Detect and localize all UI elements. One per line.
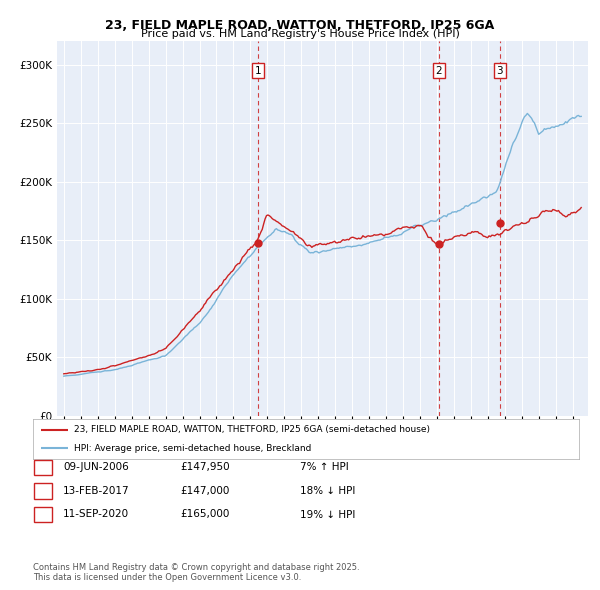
Text: 2: 2 [40, 486, 47, 496]
Text: 1: 1 [40, 463, 47, 472]
Text: £147,000: £147,000 [180, 486, 229, 496]
Text: 2: 2 [436, 65, 442, 76]
Text: HPI: Average price, semi-detached house, Breckland: HPI: Average price, semi-detached house,… [74, 444, 311, 453]
Text: 3: 3 [40, 510, 47, 519]
Text: 09-JUN-2006: 09-JUN-2006 [63, 463, 129, 472]
Text: 18% ↓ HPI: 18% ↓ HPI [300, 486, 355, 496]
Text: £147,950: £147,950 [180, 463, 230, 472]
Text: 1: 1 [254, 65, 261, 76]
Text: 7% ↑ HPI: 7% ↑ HPI [300, 463, 349, 472]
Text: 3: 3 [496, 65, 503, 76]
Text: 11-SEP-2020: 11-SEP-2020 [63, 510, 129, 519]
Text: 23, FIELD MAPLE ROAD, WATTON, THETFORD, IP25 6GA (semi-detached house): 23, FIELD MAPLE ROAD, WATTON, THETFORD, … [74, 425, 430, 434]
Text: Contains HM Land Registry data © Crown copyright and database right 2025.
This d: Contains HM Land Registry data © Crown c… [33, 563, 359, 582]
Text: 19% ↓ HPI: 19% ↓ HPI [300, 510, 355, 519]
Text: Price paid vs. HM Land Registry's House Price Index (HPI): Price paid vs. HM Land Registry's House … [140, 29, 460, 39]
Text: 13-FEB-2017: 13-FEB-2017 [63, 486, 130, 496]
Text: £165,000: £165,000 [180, 510, 229, 519]
Text: 23, FIELD MAPLE ROAD, WATTON, THETFORD, IP25 6GA: 23, FIELD MAPLE ROAD, WATTON, THETFORD, … [106, 19, 494, 32]
